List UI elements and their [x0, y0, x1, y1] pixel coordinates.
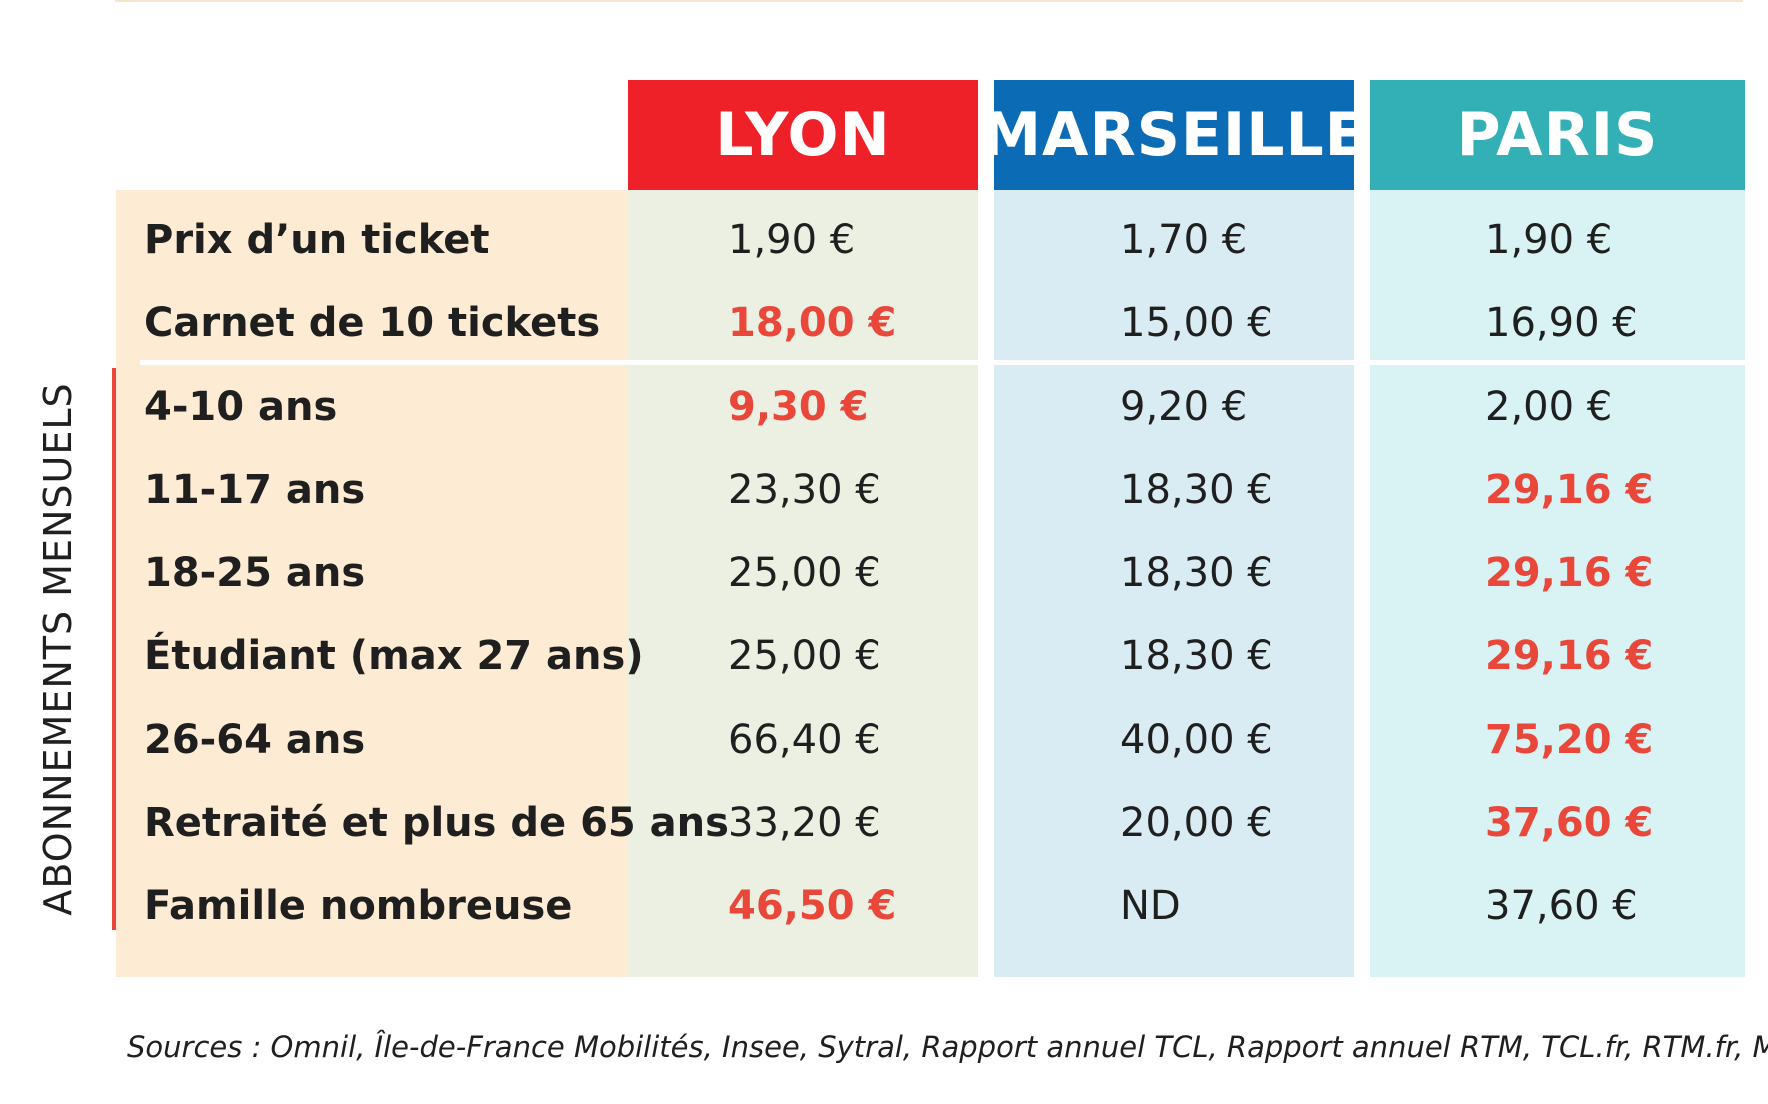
row-label: Retraité et plus de 65 ans: [144, 800, 729, 846]
table-row: 18-25 ans 25,00 € 18,30 € 29,16 €: [0, 532, 1768, 615]
row-label: 11-17 ans: [144, 467, 366, 513]
paris-value: 29,16 €: [1485, 467, 1654, 513]
paris-value: 16,90 €: [1485, 300, 1638, 346]
table-row: Famille nombreuse 46,50 € ND 37,60 €: [0, 865, 1768, 948]
top-rule: [115, 0, 1743, 2]
marseille-value: 15,00 €: [1120, 300, 1273, 346]
row-label: 4-10 ans: [144, 384, 338, 430]
marseille-value: 18,30 €: [1120, 633, 1273, 679]
section-bar: [112, 368, 116, 930]
lyon-value: 46,50 €: [728, 883, 897, 929]
table-row: Retraité et plus de 65 ans 33,20 € 20,00…: [0, 782, 1768, 865]
table-row: Étudiant (max 27 ans) 25,00 € 18,30 € 29…: [0, 615, 1768, 698]
table-row: 11-17 ans 23,30 € 18,30 € 29,16 €: [0, 449, 1768, 532]
marseille-value: 9,20 €: [1120, 384, 1248, 430]
marseille-value: ND: [1120, 883, 1181, 929]
paris-value: 29,16 €: [1485, 633, 1654, 679]
row-label: 26-64 ans: [144, 717, 366, 763]
lyon-column-bg: [628, 190, 978, 977]
marseille-value: 18,30 €: [1120, 550, 1273, 596]
lyon-value: 25,00 €: [728, 633, 881, 679]
table-row: Prix d’un ticket 1,90 € 1,70 € 1,90 €: [0, 199, 1768, 282]
paris-column-bg: [1370, 190, 1745, 977]
marseille-value: 40,00 €: [1120, 717, 1273, 763]
row-label: Prix d’un ticket: [144, 217, 490, 263]
table-row: Carnet de 10 tickets 18,00 € 15,00 € 16,…: [0, 282, 1768, 365]
marseille-column-bg: [994, 190, 1354, 977]
label-column-bg: [116, 190, 628, 977]
lyon-value: 33,20 €: [728, 800, 881, 846]
row-label: 18-25 ans: [144, 550, 366, 596]
section-separator: [140, 360, 1745, 365]
sources-note: Sources : Omnil, Île-de-France Mobilités…: [127, 1030, 1768, 1064]
header-paris: PARIS: [1370, 80, 1745, 190]
lyon-value: 23,30 €: [728, 467, 881, 513]
paris-value: 37,60 €: [1485, 800, 1654, 846]
lyon-value: 66,40 €: [728, 717, 881, 763]
row-label: Famille nombreuse: [144, 883, 573, 929]
table-row: 4-10 ans 9,30 € 9,20 € 2,00 €: [0, 366, 1768, 449]
marseille-value: 18,30 €: [1120, 467, 1273, 513]
table-row: 26-64 ans 66,40 € 40,00 € 75,20 €: [0, 699, 1768, 782]
paris-value: 37,60 €: [1485, 883, 1638, 929]
marseille-value: 20,00 €: [1120, 800, 1273, 846]
paris-value: 29,16 €: [1485, 550, 1654, 596]
row-label: Carnet de 10 tickets: [144, 300, 601, 346]
header-marseille: MARSEILLE: [981, 80, 1366, 190]
lyon-value: 25,00 €: [728, 550, 881, 596]
paris-value: 1,90 €: [1485, 217, 1613, 263]
paris-value: 2,00 €: [1485, 384, 1613, 430]
paris-value: 75,20 €: [1485, 717, 1654, 763]
lyon-value: 9,30 €: [728, 384, 869, 430]
marseille-value: 1,70 €: [1120, 217, 1248, 263]
row-label: Étudiant (max 27 ans): [144, 633, 644, 679]
lyon-value: 18,00 €: [728, 300, 897, 346]
header-lyon: LYON: [628, 80, 978, 190]
lyon-value: 1,90 €: [728, 217, 856, 263]
